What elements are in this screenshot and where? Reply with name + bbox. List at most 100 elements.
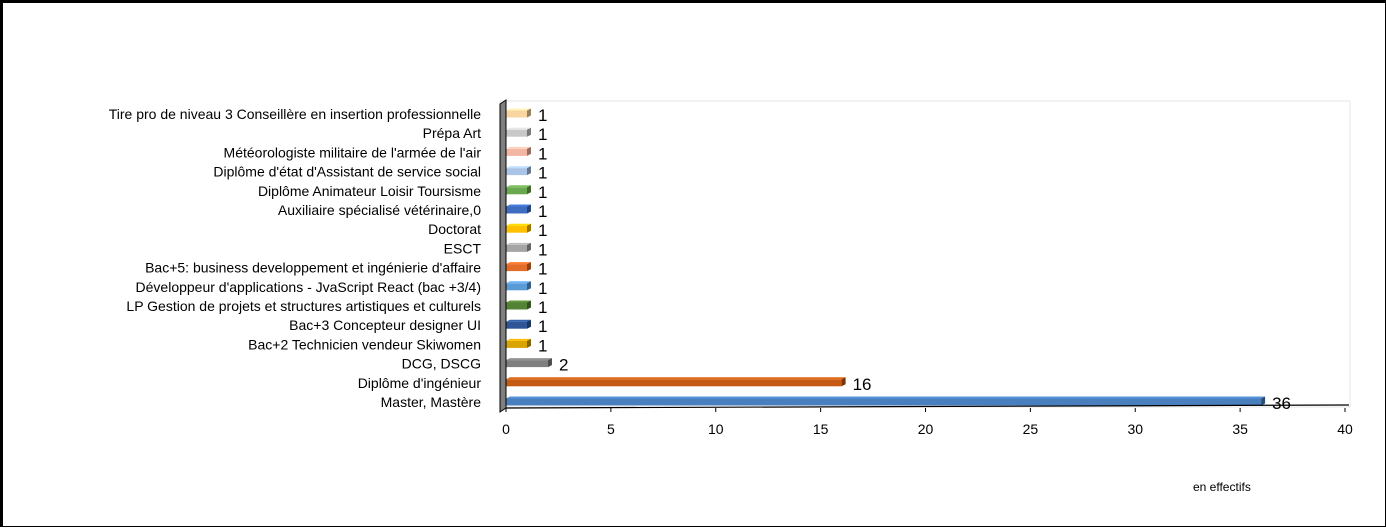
bar-front [506, 340, 527, 348]
data-label: 1 [538, 260, 547, 279]
bar [506, 262, 531, 272]
bar-front [506, 110, 527, 118]
data-label: 1 [538, 125, 547, 144]
data-label: 1 [538, 279, 547, 298]
x-axis: 0 5 10 15 20 25 30 35 40 [499, 99, 1353, 437]
bar-end [526, 204, 531, 214]
data-label: 36 [1272, 394, 1291, 413]
bar-front [506, 321, 527, 329]
bar-top [506, 204, 531, 207]
bar-front [506, 244, 527, 252]
category-label: Diplôme Animateur Loisir Toursisme [258, 183, 481, 199]
bar [506, 358, 552, 368]
bar-top [506, 166, 531, 169]
data-label: 1 [538, 298, 547, 317]
bar-top [506, 223, 531, 226]
bar-front [506, 398, 1262, 406]
bar-end [841, 377, 846, 387]
bar-end [1261, 396, 1266, 406]
bar [506, 146, 531, 156]
bar [506, 108, 531, 118]
category-label: Bac+3 Concepteur designer UI [289, 317, 481, 333]
bar-top [506, 281, 531, 284]
bar-top [506, 185, 531, 188]
bar-top [506, 262, 531, 265]
bar [506, 377, 846, 387]
category-label: Bac+2 Technicien vendeur Skiwomen [248, 336, 481, 352]
x-tick-label: 25 [1023, 421, 1039, 437]
data-label: 1 [538, 317, 547, 336]
x-tick-label: 40 [1337, 421, 1353, 437]
x-tick-label: 0 [502, 421, 510, 437]
x-tick-label: 15 [813, 421, 829, 437]
data-label: 1 [538, 183, 547, 202]
bar [506, 185, 531, 195]
bar-front [506, 360, 548, 368]
category-label: Bac+5: business developpement et ingénie… [145, 260, 481, 276]
bar-top [506, 358, 552, 361]
x-tick-label: 5 [607, 421, 615, 437]
bar-front [506, 264, 527, 272]
bar-front [506, 187, 527, 195]
data-label: 1 [538, 202, 547, 221]
bar-top [506, 242, 531, 245]
category-label: Doctorat [428, 221, 481, 237]
data-label: 1 [538, 240, 547, 259]
bar-end [526, 166, 531, 176]
bar-front [506, 129, 527, 137]
data-label: 2 [559, 356, 568, 375]
bar-end [547, 358, 552, 368]
category-label: Développeur d'applications - JvaScript R… [136, 279, 481, 295]
x-tick-label: 30 [1127, 421, 1143, 437]
bar [506, 396, 1266, 406]
data-label: 16 [853, 375, 872, 394]
bars-group [506, 108, 1266, 406]
category-label: ESCT [444, 240, 482, 256]
x-tick-label: 10 [708, 421, 724, 437]
bar [506, 281, 531, 291]
data-label: 1 [538, 164, 547, 183]
bar-chart: Tire pro de niveau 3 Conseillère en inse… [109, 99, 1353, 494]
bar-end [526, 281, 531, 291]
category-label: LP Gestion de projets et structures arti… [126, 298, 481, 314]
data-label: 1 [538, 336, 547, 355]
bar-end [526, 262, 531, 272]
bar-front [506, 302, 527, 310]
category-labels: Tire pro de niveau 3 Conseillère en inse… [109, 106, 482, 410]
bar [506, 127, 531, 137]
bar-top [506, 300, 531, 303]
x-tick-label: 35 [1232, 421, 1248, 437]
x-axis-line [505, 404, 1350, 409]
bar-front [506, 206, 527, 214]
bar-front [506, 168, 527, 176]
bar-top [506, 108, 531, 111]
bar-end [526, 338, 531, 348]
category-label: Auxiliaire spécialisé vétérinaire,0 [278, 202, 481, 218]
bar-end [526, 127, 531, 137]
bar-front [506, 225, 527, 233]
bar-front [506, 148, 527, 156]
bar-end [526, 185, 531, 195]
bar-front [506, 283, 527, 291]
bar-top [506, 146, 531, 149]
bar-end [526, 319, 531, 329]
unit-note: en effectifs [1193, 480, 1251, 494]
category-label: Météorologiste militaire de l'armée de l… [224, 144, 482, 160]
data-label: 1 [538, 106, 547, 125]
bar [506, 338, 531, 348]
bar-end [526, 223, 531, 233]
bar [506, 223, 531, 233]
bar-end [526, 242, 531, 252]
category-label: Master, Mastère [381, 394, 482, 410]
category-label: Diplôme d'ingénieur [358, 375, 482, 391]
category-label: Prépa Art [423, 125, 481, 141]
bar [506, 242, 531, 252]
bar-top [506, 338, 531, 341]
bar [506, 166, 531, 176]
bar-end [526, 146, 531, 156]
bar-front [506, 379, 842, 387]
bar [506, 204, 531, 214]
category-label: DCG, DSCG [402, 356, 481, 372]
